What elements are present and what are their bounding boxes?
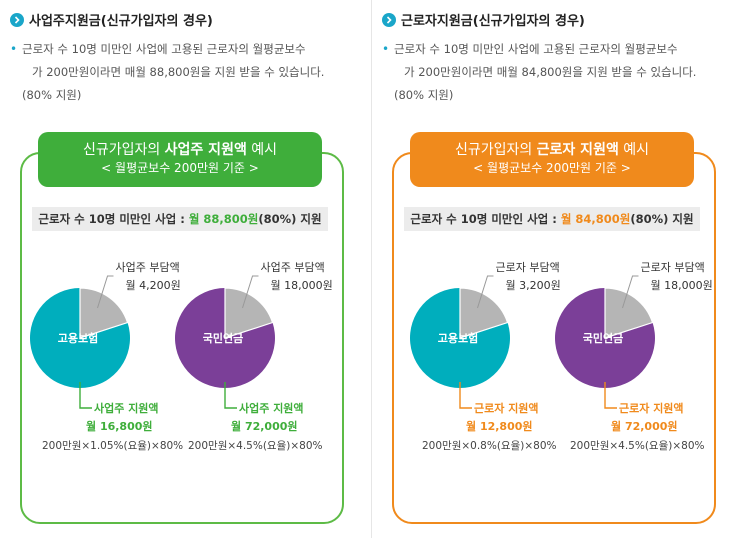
burden-label: 사업주 부담액 xyxy=(261,261,325,274)
leader-line xyxy=(477,275,494,309)
example-banner: 신규가입자의 사업주 지원액 예시 < 월평균보수 200만원 기준 > xyxy=(38,132,322,187)
summary-bar: 근로자 수 10명 미만인 사업 : 월 88,800원(80%) 지원 xyxy=(32,207,328,231)
formula-national-pension: 200만원×4.5%(요율)×80% xyxy=(570,440,705,452)
formula-employment-insurance: 200만원×1.05%(요율)×80% xyxy=(42,440,184,452)
burden-amount: 월 4,200원 xyxy=(126,279,181,292)
chevron-right-icon xyxy=(382,12,396,27)
description-line: 근로자 수 10명 미만인 사업에 고용된 근로자의 월평균보수 xyxy=(394,42,678,56)
leader-line xyxy=(459,382,472,409)
description-line: 근로자 수 10명 미만인 사업에 고용된 근로자의 월평균보수 xyxy=(22,42,306,56)
leader-line xyxy=(242,275,259,309)
banner-subtitle: < 월평균보수 200만원 기준 > xyxy=(101,161,259,175)
pie-center-label: 고용보험 xyxy=(58,331,98,345)
support-amount: 월 12,800원 xyxy=(466,419,533,433)
description-line: 가 200만원이라면 매월 84,800원을 지원 받을 수 있습니다. xyxy=(404,65,697,79)
pie-slice-burden xyxy=(79,287,129,339)
support-label: 사업주 지원액 xyxy=(239,401,304,415)
leader-line xyxy=(604,382,617,409)
description: • 근로자 수 10명 미만인 사업에 고용된 근로자의 월평균보수 가 200… xyxy=(10,38,360,107)
burden-label: 근로자 부담액 xyxy=(641,261,705,274)
formula-national-pension: 200만원×4.5%(요율)×80% xyxy=(188,440,323,452)
pie-slice-burden xyxy=(459,287,509,339)
banner-title: 신규가입자의 근로자 지원액 예시 xyxy=(454,142,650,158)
section-heading: 근로자지원금(신규가입자의 경우) xyxy=(382,10,585,29)
bullet-icon: • xyxy=(382,42,390,56)
section-heading: 사업주지원금(신규가입자의 경우) xyxy=(10,10,213,29)
support-label: 근로자 지원액 xyxy=(619,401,684,415)
description: • 근로자 수 10명 미만인 사업에 고용된 근로자의 월평균보수 가 200… xyxy=(382,38,732,107)
pie-center-label: 국민연금 xyxy=(203,331,243,345)
pie-slice-burden xyxy=(224,287,274,339)
support-label: 사업주 지원액 xyxy=(94,401,159,415)
burden-amount: 월 18,000원 xyxy=(271,279,333,292)
banner-title: 신규가입자의 사업주 지원액 예시 xyxy=(82,142,278,158)
description-line: (80% 지원) xyxy=(22,88,82,102)
leader-line xyxy=(79,382,92,409)
leader-line xyxy=(622,275,639,309)
bullet-icon: • xyxy=(10,42,18,56)
pie-slice-burden xyxy=(604,287,654,339)
example-banner: 신규가입자의 근로자 지원액 예시 < 월평균보수 200만원 기준 > xyxy=(410,132,694,187)
burden-amount: 월 18,000원 xyxy=(651,279,713,292)
leader-line xyxy=(97,275,114,309)
section-heading-text: 근로자지원금(신규가입자의 경우) xyxy=(401,14,585,29)
section-heading-text: 사업주지원금(신규가입자의 경우) xyxy=(29,14,213,29)
support-amount: 월 16,800원 xyxy=(86,419,153,433)
support-amount: 월 72,000원 xyxy=(611,419,678,433)
banner-subtitle: < 월평균보수 200만원 기준 > xyxy=(473,161,631,175)
worker-support-section: 근로자지원금(신규가입자의 경우) • 근로자 수 10명 미만인 사업에 고용… xyxy=(372,0,743,538)
burden-label: 근로자 부담액 xyxy=(496,261,560,274)
support-amount: 월 72,000원 xyxy=(231,419,298,433)
pie-center-label: 국민연금 xyxy=(583,331,623,345)
employer-support-section: 사업주지원금(신규가입자의 경우) • 근로자 수 10명 미만인 사업에 고용… xyxy=(0,0,371,538)
burden-label: 사업주 부담액 xyxy=(116,261,180,274)
column-divider xyxy=(371,0,372,538)
burden-amount: 월 3,200원 xyxy=(506,279,561,292)
description-line: 가 200만원이라면 매월 88,800원을 지원 받을 수 있습니다. xyxy=(32,65,325,79)
summary-bar: 근로자 수 10명 미만인 사업 : 월 84,800원(80%) 지원 xyxy=(404,207,700,231)
formula-employment-insurance: 200만원×0.8%(요율)×80% xyxy=(422,440,557,452)
chevron-right-icon xyxy=(10,12,24,27)
description-line: (80% 지원) xyxy=(394,88,454,102)
leader-line xyxy=(224,382,237,409)
pie-center-label: 고용보험 xyxy=(438,331,478,345)
support-label: 근로자 지원액 xyxy=(474,401,539,415)
